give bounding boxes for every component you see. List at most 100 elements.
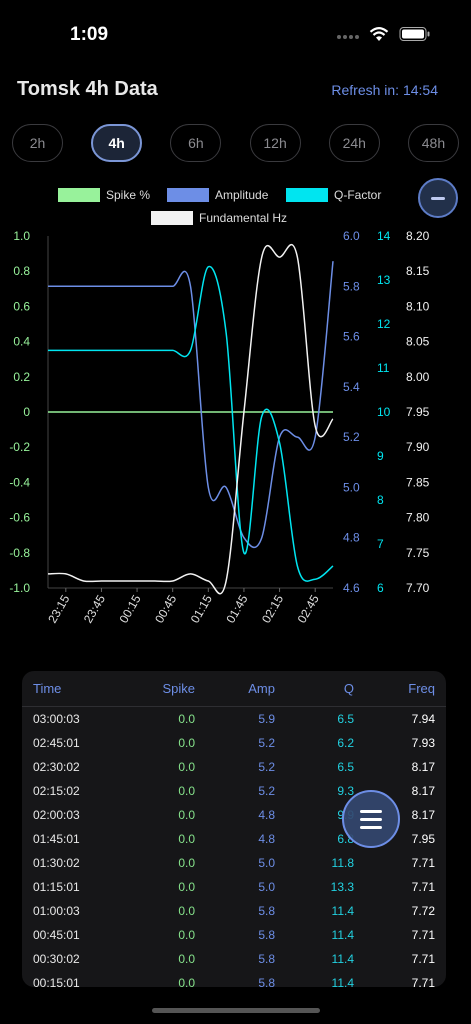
table-row[interactable]: 01:00:03 0.0 5.8 11.4 7.72 [22,899,446,923]
range-button-48h[interactable]: 48h [407,124,459,162]
multi-axis-line-chart: 1.0 0.8 0.6 0.4 0.2 0 -0.2 -0.4 -0.6 -0.8 -1.0 6.0 5… [9,229,430,626]
x-tick-label: 01:15 [188,592,215,625]
cell-spike: 0.0 [178,856,195,870]
table-row[interactable]: 00:45:01 0.0 5.8 11.4 7.71 [22,923,446,947]
cell-amp: 5.0 [258,880,275,894]
legend-item-qfactor[interactable]: Q-Factor [286,188,381,202]
cell-freq: 7.94 [411,712,435,726]
legend-item-spike[interactable]: Spike % [58,188,150,202]
y-tick-label-amplitude: 5.0 [343,480,360,494]
wifi-icon [369,26,389,47]
range-button-2h[interactable]: 2h [12,124,63,162]
legend-item-fundamental[interactable]: Fundamental Hz [151,211,287,225]
y-tick-label-qfactor: 14 [377,229,391,243]
cell-time: 00:30:02 [33,952,80,966]
range-button-4h[interactable]: 4h [91,124,143,162]
cell-time: 02:45:01 [33,736,80,750]
cell-time: 02:15:02 [33,784,80,798]
header: Tomsk 4h Data Refresh in: 14:54 [17,78,454,106]
cell-spike: 0.0 [178,832,195,846]
legend-label-amplitude: Amplitude [215,188,269,202]
legend-swatch-fundamental [151,211,193,225]
y-tick-label-spike: 0.8 [13,264,30,278]
y-tick-label-qfactor: 10 [377,405,391,419]
menu-button[interactable] [342,790,400,848]
table-body[interactable]: 03:00:03 0.0 5.9 6.5 7.94 02:45:01 0.0 5.2 6.2 7.… [22,707,446,987]
cell-amp: 4.8 [258,832,275,846]
cell-q: 11.8 [331,856,354,870]
y-tick-label-spike: -0.6 [9,511,30,525]
menu-icon-bar [360,825,382,829]
cell-freq: 8.17 [411,808,435,822]
y-tick-label-freq: 8.05 [406,335,430,349]
y-tick-label-freq: 8.00 [406,370,430,384]
table-row[interactable]: 02:45:01 0.0 5.2 6.2 7.93 [22,731,446,755]
range-button-6h[interactable]: 6h [170,124,222,162]
y-tick-label-freq: 8.20 [406,229,430,243]
time-range-selector: 2h 4h 6h 12h 24h 48h [12,124,459,162]
y-tick-label-qfactor: 8 [377,493,384,507]
menu-icon-bar [360,809,382,813]
y-tick-label-qfactor: 12 [377,317,391,331]
y-tick-label-freq: 8.15 [406,264,430,278]
table-row[interactable]: 00:30:02 0.0 5.8 11.4 7.71 [22,947,446,971]
cell-amp: 5.2 [258,736,275,750]
cell-spike: 0.0 [178,736,195,750]
legend-swatch-qfactor [286,188,328,202]
series-line-freq [47,243,334,595]
y-tick-label-freq: 7.95 [406,405,430,419]
series-line-qfactor [47,265,334,582]
legend-label-fundamental: Fundamental Hz [199,211,288,225]
y-tick-label-spike: -0.2 [9,440,30,454]
column-header-q[interactable]: Q [343,681,354,696]
cell-q: 11.4 [331,976,354,987]
y-tick-label-qfactor: 11 [377,361,390,375]
y-tick-label-spike: 0 [23,405,30,419]
zoom-out-button[interactable] [418,178,458,218]
cell-q: 11.4 [331,904,354,918]
table-row[interactable]: 03:00:03 0.0 5.9 6.5 7.94 [22,707,446,731]
y-tick-label-amplitude: 5.2 [343,430,360,444]
range-button-24h[interactable]: 24h [328,124,380,162]
y-tick-label-amplitude: 4.8 [343,531,360,545]
status-icons [337,26,431,47]
y-tick-label-freq: 7.70 [406,581,430,595]
cell-spike: 0.0 [178,904,195,918]
cell-q: 11.4 [331,952,354,966]
cell-time: 01:30:02 [33,856,80,870]
table-row[interactable]: 01:15:01 0.0 5.0 13.3 7.71 [22,875,446,899]
cell-spike: 0.0 [178,928,195,942]
legend-item-amplitude[interactable]: Amplitude [167,188,268,202]
column-header-freq[interactable]: Freq [408,681,435,696]
y-tick-label-freq: 7.80 [406,511,430,525]
table-row[interactable]: 01:30:02 0.0 5.0 11.8 7.71 [22,851,446,875]
chart-legend: Spike % Amplitude Q-Factor Fundamental H… [0,184,471,228]
cell-amp: 5.0 [258,856,275,870]
table-row[interactable]: 02:15:02 0.0 5.2 9.3 8.17 [22,779,446,803]
cell-spike: 0.0 [178,880,195,894]
cell-freq: 7.72 [411,904,435,918]
cell-amp: 5.8 [258,952,275,966]
range-button-12h[interactable]: 12h [249,124,301,162]
y-tick-label-spike: -1.0 [9,581,30,595]
minus-icon [431,196,445,200]
home-indicator [152,1008,320,1013]
cell-amp: 5.2 [258,784,275,798]
table-row[interactable]: 00:15:01 0.0 5.8 11.4 7.71 [22,971,446,987]
cell-spike: 0.0 [178,808,195,822]
cell-time: 02:30:02 [33,760,80,774]
y-tick-label-spike: -0.8 [9,546,30,560]
y-tick-label-freq: 7.90 [406,440,430,454]
table-row[interactable]: 02:30:02 0.0 5.2 6.5 8.17 [22,755,446,779]
y-tick-label-qfactor: 13 [377,273,391,287]
legend-swatch-spike [58,188,100,202]
cell-freq: 7.71 [411,928,435,942]
column-header-time[interactable]: Time [33,681,62,696]
cell-amp: 5.8 [258,928,275,942]
column-header-spike[interactable]: Spike [162,681,195,696]
cell-freq: 8.17 [411,760,435,774]
x-tick-label: 02:15 [259,592,286,625]
page-title: Tomsk 4h Data [17,78,158,100]
cell-q: 11.4 [331,928,354,942]
column-header-amp[interactable]: Amp [248,681,275,696]
